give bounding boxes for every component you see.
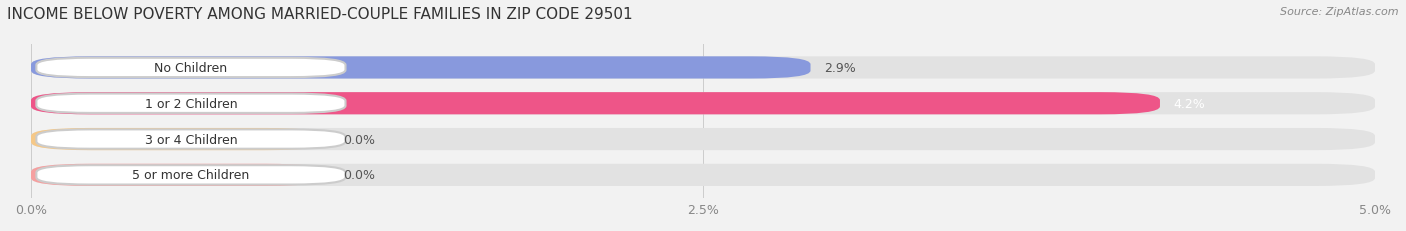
Text: 2.9%: 2.9% xyxy=(824,62,856,75)
FancyBboxPatch shape xyxy=(37,130,346,149)
Text: INCOME BELOW POVERTY AMONG MARRIED-COUPLE FAMILIES IN ZIP CODE 29501: INCOME BELOW POVERTY AMONG MARRIED-COUPL… xyxy=(7,7,633,22)
FancyBboxPatch shape xyxy=(31,128,1375,151)
Text: 5 or more Children: 5 or more Children xyxy=(132,169,249,182)
FancyBboxPatch shape xyxy=(31,164,1375,186)
Text: 1 or 2 Children: 1 or 2 Children xyxy=(145,97,238,110)
Text: 3 or 4 Children: 3 or 4 Children xyxy=(145,133,238,146)
FancyBboxPatch shape xyxy=(31,128,325,151)
Text: 4.2%: 4.2% xyxy=(1174,97,1205,110)
FancyBboxPatch shape xyxy=(31,57,1375,79)
FancyBboxPatch shape xyxy=(37,94,346,113)
Text: 0.0%: 0.0% xyxy=(343,169,375,182)
FancyBboxPatch shape xyxy=(37,58,346,78)
Text: 0.0%: 0.0% xyxy=(343,133,375,146)
Text: No Children: No Children xyxy=(155,62,228,75)
FancyBboxPatch shape xyxy=(37,165,346,185)
FancyBboxPatch shape xyxy=(31,57,810,79)
FancyBboxPatch shape xyxy=(31,93,1160,115)
FancyBboxPatch shape xyxy=(31,93,1375,115)
FancyBboxPatch shape xyxy=(31,164,325,186)
Text: Source: ZipAtlas.com: Source: ZipAtlas.com xyxy=(1281,7,1399,17)
